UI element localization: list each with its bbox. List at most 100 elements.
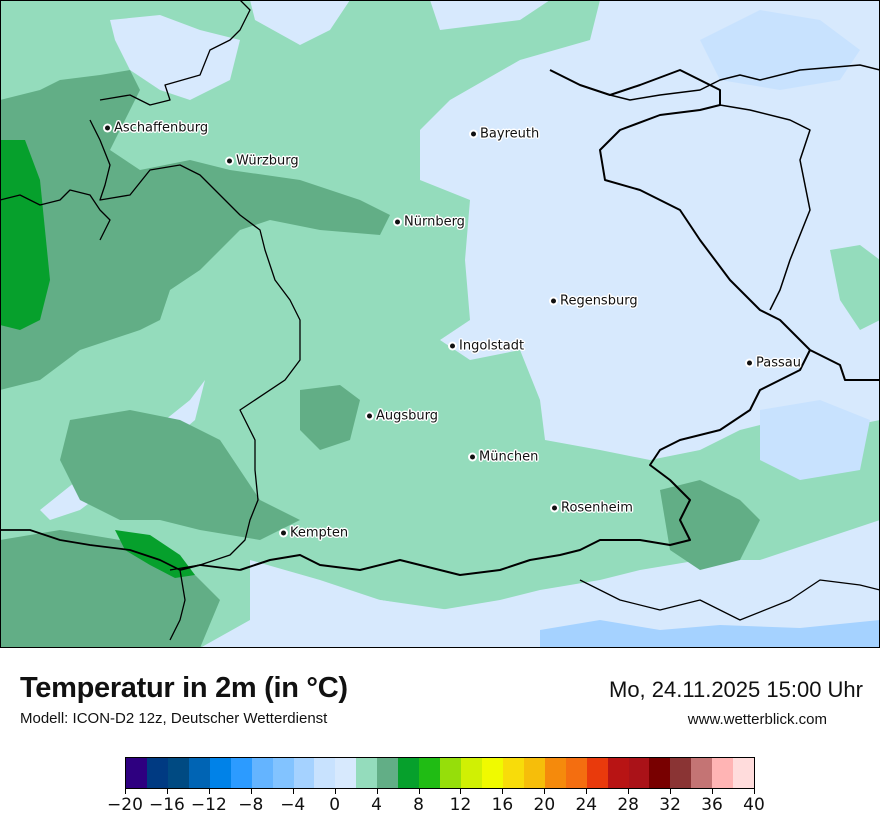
colorbar-segment [523,758,545,788]
colorbar-tick [125,789,126,794]
colorbar-tick-label: 16 [491,795,514,815]
colorbar-segment [230,758,252,788]
temp-zone-minus4-alps [540,620,880,648]
colorbar-tick [376,789,378,794]
city-dot-icon [471,131,476,137]
colorbar-tick [754,789,755,794]
colorbar-tick [712,789,714,794]
city-kempten: Kempten [281,526,348,541]
colorbar-tick-label: 24 [575,795,598,815]
colorbar-segment [670,758,692,788]
city-regensburg: Regensburg [551,294,638,309]
city-muenchen: München [470,450,538,465]
colorbar-segment [272,758,294,788]
colorbar-tick-label: 20 [533,795,556,815]
colorbar-tick [166,789,168,794]
colorbar-tick-label: −20 [107,795,143,815]
colorbar [125,757,755,789]
temp-zone-minus2to0-northeast [700,10,860,90]
city-dot-icon [551,298,556,304]
colorbar-segment [586,758,608,788]
colorbar-segment [419,758,441,788]
colorbar-segment [733,758,755,788]
colorbar-tick [208,789,210,794]
city-dot-icon [281,530,286,536]
border-austria-north [239,349,811,576]
colorbar-segment [544,758,566,788]
colorbar-tick-label: 4 [371,795,383,815]
temp-zone-6to8-west [0,140,50,330]
city-dot-icon [470,454,475,460]
colorbar-tick-label: 8 [413,795,424,815]
colorbar-segment [628,758,650,788]
colorbar-tick [460,789,462,794]
border-west [0,189,111,241]
border-swiss [0,529,241,571]
colorbar-tick-label: 0 [329,795,341,815]
colorbar-segment [314,758,336,788]
temp-zone-4to6 [0,70,390,390]
colorbar-segment [649,758,671,788]
city-aschaffenburg: Aschaffenburg [105,121,208,136]
colorbar-tick [502,789,504,794]
city-passau: Passau [747,356,801,371]
colorbar-tick [628,789,630,794]
colorbar-segment [126,758,147,788]
city-ingolstadt: Ingolstadt [450,339,524,354]
colorbar-tick-label: 40 [743,795,765,815]
colorbar-tick [586,789,588,794]
border-lake [169,569,186,641]
city-dot-icon [227,158,232,164]
temperature-map: Aschaffenburg Würzburg Bayreuth Nürnberg… [0,0,880,648]
city-dot-icon [105,125,110,131]
temp-zone-minus2to0-east [760,400,870,480]
city-wuerzburg: Würzburg [227,154,299,169]
colorbar-tick-label: 28 [617,795,640,815]
colorbar-tick [418,789,420,794]
border-bw-bavaria [89,119,301,571]
city-rosenheim: Rosenheim [552,501,633,516]
city-dot-icon [367,413,372,419]
colorbar-segment [398,758,420,788]
city-nuernberg: Nürnberg [395,215,465,230]
colorbar-segment [293,758,315,788]
forecast-datetime: Mo, 24.11.2025 15:00 Uhr [609,677,863,702]
colorbar-tick [250,789,252,794]
colorbar-segment [607,758,629,788]
city-dot-icon [747,360,752,366]
colorbar-segment [461,758,482,788]
temp-zone-4to6-east [660,480,760,570]
city-dot-icon [395,219,400,225]
colorbar-segment [335,758,357,788]
colorbar-segment [167,758,189,788]
colorbar-segment [481,758,503,788]
temp-zone-2to4-east [830,245,880,330]
city-bayreuth: Bayreuth [471,127,539,142]
border-czech-saxony [609,64,880,101]
border-austria-south [579,579,880,621]
colorbar-tick-label: 12 [449,795,472,815]
colorbar-segment [209,758,231,788]
colorbar-segment [502,758,524,788]
colorbar-segment [251,758,273,788]
colorbar-tick-label: 36 [701,795,723,815]
border-hessen-bavaria [99,0,251,106]
temp-zone-0to2-north [110,15,240,100]
city-dot-icon [552,505,557,511]
colorbar-tick-label: −4 [280,795,306,815]
colorbar-segment [691,758,713,788]
colorbar-tick [670,789,672,794]
website-label: www.wetterblick.com [687,711,827,728]
city-dot-icon [450,343,455,349]
colorbar-segment [146,758,168,788]
colorbar-tick [544,789,546,794]
colorbar-segment [377,758,399,788]
colorbar-tick-label: −8 [238,795,264,815]
borders [0,0,880,641]
colorbar-tick-label: 32 [659,795,681,815]
colorbar-ticks: −20 −16 −12 −8 −4 0 4 8 12 16 20 24 28 32 36 40 [107,789,765,819]
temp-zone-6to8-lake [115,530,195,578]
colorbar-segment [188,758,210,788]
temp-zone-4to6-augsburg [300,385,360,450]
colorbar-segment [565,758,587,788]
